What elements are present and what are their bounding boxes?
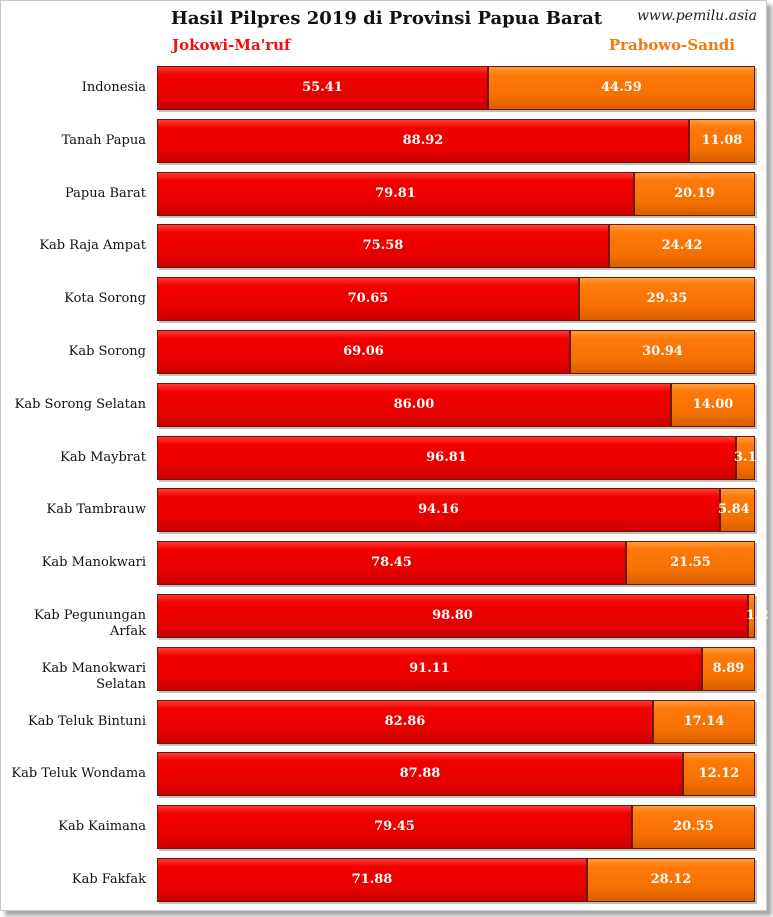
value-label-jokowi: 75.58 <box>362 238 404 253</box>
value-label-jokowi: 55.41 <box>302 80 343 95</box>
bar-jokowi <box>157 277 579 321</box>
bar-jokowi <box>157 383 671 427</box>
value-label-prabowo: 20.55 <box>673 819 714 834</box>
value-label-prabowo: 28.12 <box>650 872 692 887</box>
value-label-prabowo: 20.19 <box>674 186 715 201</box>
bar-prabowo <box>626 541 755 585</box>
category-label: Kab Raja Ampat <box>39 238 146 253</box>
value-label-prabowo: 11.08 <box>701 133 743 148</box>
category-label: Kab Sorong <box>68 344 146 359</box>
category-label: Kab Manokwari Selatan <box>41 661 146 692</box>
value-label-jokowi: 91.11 <box>409 661 450 676</box>
value-label-jokowi: 69.06 <box>343 344 384 359</box>
bar-prabowo <box>632 805 755 849</box>
bar-jokowi <box>157 541 626 585</box>
bar-jokowi <box>157 119 689 163</box>
value-label-prabowo: 1.2 <box>746 608 769 623</box>
bar-prabowo <box>720 488 755 532</box>
bar-jokowi <box>157 172 634 216</box>
category-label: Kab Pegunungan Arfak <box>33 608 146 639</box>
bar-jokowi <box>157 700 653 744</box>
category-label: Kab Tambrauw <box>46 502 146 517</box>
value-label-jokowi: 70.65 <box>347 291 389 306</box>
value-label-jokowi: 71.88 <box>351 872 393 887</box>
value-label-jokowi: 94.16 <box>418 502 459 517</box>
chart-title: Hasil Pilpres 2019 di Provinsi Papua Bar… <box>170 8 603 29</box>
bar-prabowo <box>609 224 755 268</box>
category-label: Kab Manokwari <box>41 555 146 570</box>
bar-jokowi <box>157 858 587 902</box>
bar-jokowi <box>157 647 702 691</box>
bar-prabowo <box>653 700 755 744</box>
legend-prabowo: Prabowo-Sandi <box>608 36 735 54</box>
bar-prabowo <box>579 277 755 321</box>
value-label-jokowi: 86.00 <box>393 397 435 412</box>
category-label: Kab Kaimana <box>58 819 146 834</box>
value-label-prabowo: 30.94 <box>642 344 683 359</box>
category-label: Tanah Papua <box>61 133 146 148</box>
bar-jokowi <box>157 330 570 374</box>
value-label-prabowo: 44.59 <box>601 80 642 95</box>
bar-prabowo <box>671 383 755 427</box>
value-label-prabowo: 3.19 <box>734 450 766 465</box>
bar-prabowo <box>587 858 755 902</box>
bar-jokowi <box>157 224 609 268</box>
value-label-jokowi: 87.88 <box>399 766 441 781</box>
value-label-jokowi: 96.81 <box>426 450 467 465</box>
bar-prabowo <box>488 66 755 110</box>
category-label: Indonesia <box>81 80 146 95</box>
bar-jokowi <box>157 752 683 796</box>
bar-prabowo <box>702 647 755 691</box>
bar-jokowi <box>157 66 488 110</box>
bar-prabowo <box>689 119 755 163</box>
bar-jokowi <box>157 594 748 638</box>
value-label-jokowi: 82.86 <box>384 714 426 729</box>
legend-jokowi: Jokowi-Ma'ruf <box>172 36 291 54</box>
value-label-jokowi: 88.92 <box>402 133 444 148</box>
value-label-prabowo: 12.12 <box>698 766 740 781</box>
value-label-prabowo: 14.00 <box>692 397 734 412</box>
value-label-jokowi: 79.45 <box>374 819 415 834</box>
value-label-jokowi: 98.80 <box>432 608 473 623</box>
category-label: Kota Sorong <box>64 291 146 306</box>
value-label-jokowi: 79.81 <box>375 186 416 201</box>
value-label-prabowo: 29.35 <box>646 291 688 306</box>
category-label: Kab Teluk Wondama <box>11 766 146 781</box>
category-label: Kab Teluk Bintuni <box>27 714 146 729</box>
value-label-prabowo: 21.55 <box>670 555 711 570</box>
bar-jokowi <box>157 436 736 480</box>
value-label-prabowo: 5.84 <box>718 502 750 517</box>
source-label: www.pemilu.asia <box>636 8 757 24</box>
bar-prabowo <box>736 436 755 480</box>
bar-prabowo <box>683 752 755 796</box>
category-label: Kab Maybrat <box>60 450 146 465</box>
bar-jokowi <box>157 805 632 849</box>
value-label-prabowo: 24.42 <box>661 238 703 253</box>
bar-prabowo <box>634 172 755 216</box>
bar-prabowo <box>748 594 755 638</box>
bar-prabowo <box>570 330 755 374</box>
value-label-prabowo: 8.89 <box>712 661 745 676</box>
value-label-prabowo: 17.14 <box>683 714 725 729</box>
category-label: Kab Fakfak <box>71 872 146 887</box>
bar-jokowi <box>157 488 720 532</box>
value-label-jokowi: 78.45 <box>371 555 412 570</box>
category-label: Kab Sorong Selatan <box>14 397 146 412</box>
category-label: Papua Barat <box>65 186 146 201</box>
